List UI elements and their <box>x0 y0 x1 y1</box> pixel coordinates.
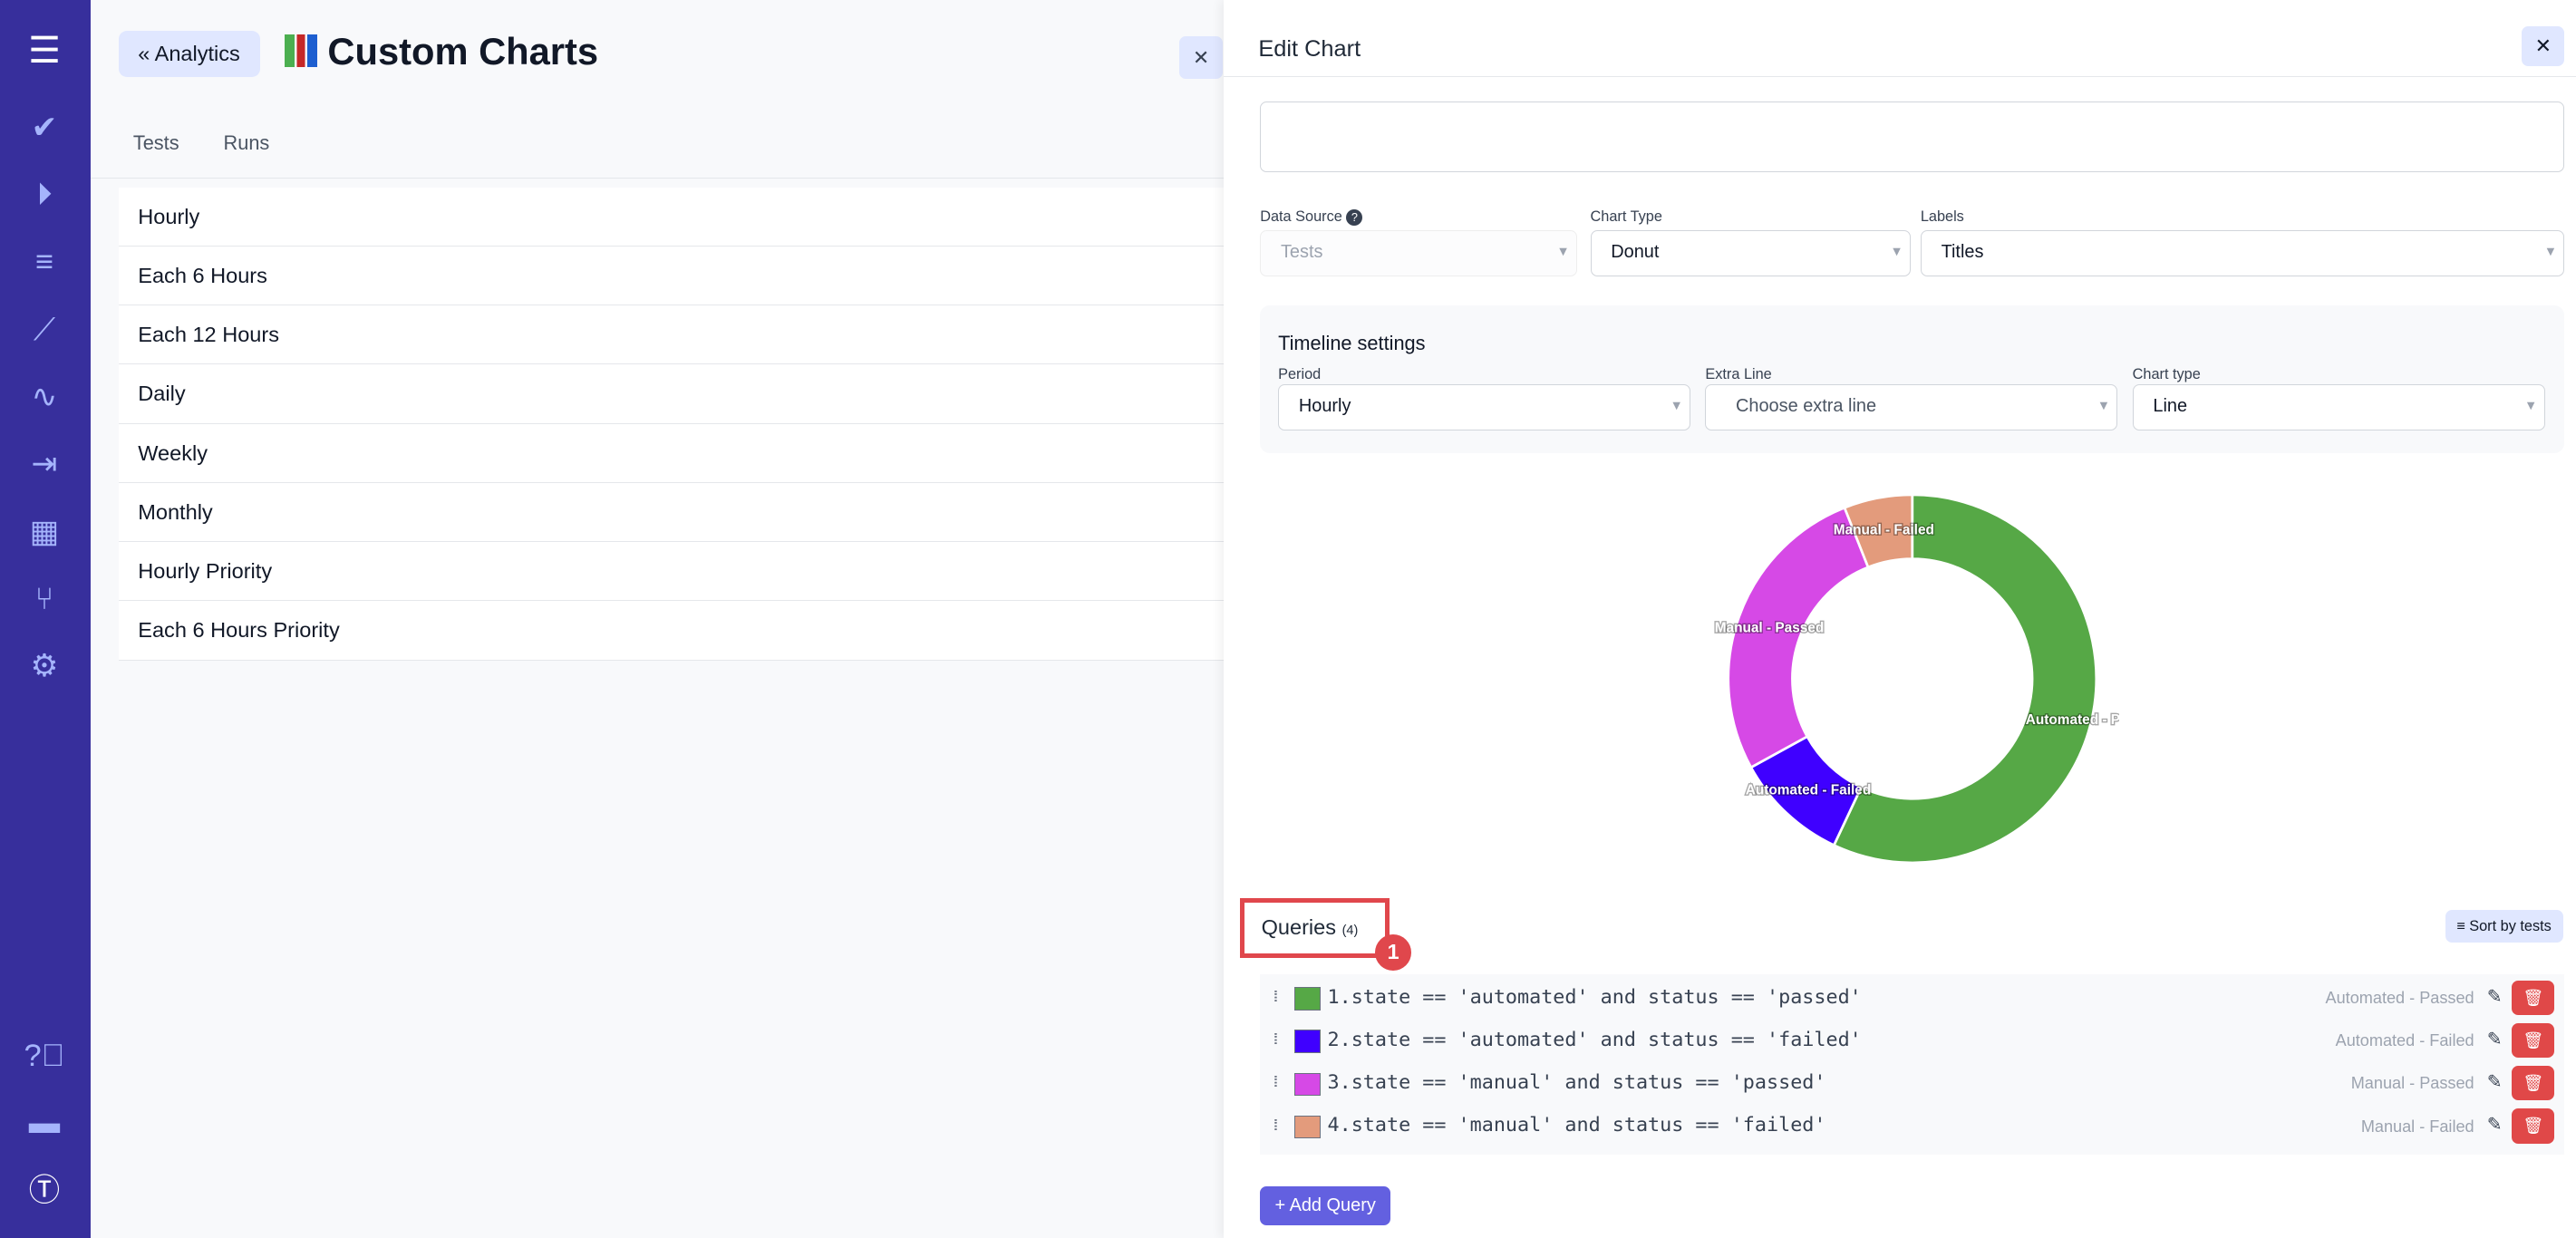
edit-icon[interactable]: ✎ <box>2486 986 2503 1007</box>
divider <box>90 177 1225 179</box>
queries-heading: Queries (4) <box>1240 898 1390 958</box>
edit-chart-panel: Edit Chart ✕ Data Source ? Tests ▼ Chart T… <box>1224 0 2576 1238</box>
list-check-icon[interactable]: ≡ <box>34 245 53 280</box>
timeline-settings: Timeline settings Period Hourly ▼ Extra L… <box>1260 305 2565 454</box>
period-label: Period <box>1278 366 1322 383</box>
list-item[interactable]: Weekly <box>118 423 1225 483</box>
query-list: ⁞⁞ 1.state == 'automated' and status == '… <box>1260 973 2565 1156</box>
slice-label: Automated - Passed <box>2026 711 2119 727</box>
menu-icon[interactable]: ☰ <box>28 30 61 71</box>
charts-list-page: « Analytics Custom Charts Tests Runs Hour… <box>90 0 1225 1238</box>
query-row[interactable]: ⁞⁞ 4.state == 'manual' and status == 'fai… <box>1260 1106 2564 1148</box>
period-select[interactable]: Hourly ▼ <box>1278 384 1691 430</box>
add-query-button[interactable]: + Add Query <box>1260 1185 1391 1226</box>
analytics-icon[interactable]: ▦ <box>29 514 60 549</box>
labels-select[interactable]: Titles ▼ <box>1920 229 2565 276</box>
edit-icon[interactable]: ✎ <box>2486 1114 2503 1135</box>
double-chevron-left-icon: « <box>138 42 150 66</box>
edit-icon[interactable]: ✎ <box>2486 1029 2503 1049</box>
query-row[interactable]: ⁞⁞ 3.state == 'manual' and status == 'pas… <box>1260 1063 2564 1106</box>
drag-handle-icon[interactable]: ⁞⁞ <box>1273 989 1278 1006</box>
donut-slice[interactable] <box>1727 506 1870 769</box>
bar-chart-icon <box>284 34 317 68</box>
extra-line-label: Extra Line <box>1705 366 1772 383</box>
edit-icon[interactable]: ✎ <box>2486 1071 2503 1092</box>
timeline-chart-type-select[interactable]: Line ▼ <box>2132 384 2545 430</box>
donut-slice[interactable] <box>1832 493 2098 864</box>
drag-handle-icon[interactable]: ⁞⁞ <box>1273 1074 1278 1091</box>
folder-icon[interactable]: ▬ <box>28 1106 61 1141</box>
chart-type-label: Chart Type <box>1590 208 1662 226</box>
list-item[interactable]: Hourly Priority <box>118 542 1225 602</box>
query-row[interactable]: ⁞⁞ 1.state == 'automated' and status == '… <box>1260 977 2564 1020</box>
color-swatch[interactable] <box>1294 1115 1322 1139</box>
drag-handle-icon[interactable]: ⁞⁞ <box>1273 1117 1278 1134</box>
play-icon[interactable]: ⏵ <box>36 178 53 213</box>
close-icon[interactable]: ✕ <box>1179 35 1223 79</box>
help-icon[interactable]: ?⃝ <box>24 1038 65 1073</box>
check-icon[interactable]: ✔ <box>31 110 58 145</box>
delete-button[interactable]: 🗑 <box>2512 1023 2555 1059</box>
close-panel-button[interactable]: ✕ <box>2522 26 2565 66</box>
sort-by-tests-button[interactable]: ≡ Sort by tests <box>2445 910 2563 943</box>
description-textarea[interactable] <box>1260 102 2565 173</box>
query-row[interactable]: ⁞⁞ 2.state == 'automated' and status == '… <box>1260 1020 2564 1063</box>
list-item[interactable]: Each 6 Hours Priority <box>118 601 1225 661</box>
import-icon[interactable]: ⇥ <box>31 447 58 482</box>
delete-button[interactable]: 🗑 <box>2512 981 2555 1016</box>
branch-icon[interactable]: ⑂ <box>34 582 54 616</box>
drag-handle-icon[interactable]: ⁞⁞ <box>1273 1031 1278 1049</box>
logo-icon[interactable]: Ⓣ <box>28 1173 61 1208</box>
slice-label: Manual - Passed <box>1715 620 1825 635</box>
data-source-label: Data Source ? <box>1260 208 1363 227</box>
steps-icon[interactable]: ⟋ <box>33 312 55 347</box>
chart-type-select[interactable]: Donut ▼ <box>1590 229 1911 276</box>
annotation-badge: 1 <box>1375 934 1411 972</box>
list-item[interactable]: Daily <box>118 364 1225 424</box>
delete-button[interactable]: 🗑 <box>2512 1066 2555 1101</box>
timeline-chart-type-label: Chart type <box>2132 366 2201 383</box>
labels-label: Labels <box>1920 208 1964 226</box>
tab-tests[interactable]: Tests <box>132 131 179 154</box>
list-item[interactable]: Each 6 Hours <box>118 246 1225 306</box>
list-item[interactable]: Hourly <box>118 187 1225 247</box>
slice-label: Manual - Failed <box>1834 522 1934 537</box>
gear-icon[interactable]: ⚙ <box>30 649 59 684</box>
help-icon[interactable]: ? <box>1346 209 1363 227</box>
slice-label: Automated - Failed <box>1746 782 1872 798</box>
sort-icon: ≡ <box>2456 918 2465 935</box>
list-item[interactable]: Monthly <box>118 482 1225 543</box>
chart-list: Hourly Each 6 Hours Each 12 Hours Daily … <box>118 187 1225 661</box>
list-item[interactable]: Each 12 Hours <box>118 305 1225 365</box>
pulse-icon[interactable]: ∿ <box>31 380 58 415</box>
extra-line-select[interactable]: Choose extra line ▼ <box>1705 384 2118 430</box>
color-swatch[interactable] <box>1294 1072 1322 1096</box>
back-analytics-button[interactable]: « Analytics <box>118 31 260 78</box>
data-source-select[interactable]: Tests ▼ <box>1260 229 1577 276</box>
delete-button[interactable]: 🗑 <box>2512 1108 2555 1144</box>
donut-slice[interactable] <box>1843 493 1914 569</box>
timeline-title: Timeline settings <box>1278 332 1426 355</box>
page-title: Custom Charts <box>284 30 598 73</box>
color-swatch[interactable] <box>1294 987 1322 1011</box>
tab-runs[interactable]: Runs <box>223 131 270 154</box>
panel-title: Edit Chart <box>1258 35 1361 62</box>
donut-chart: Automated - Passed Automated - Failed Manu… <box>1713 493 2119 864</box>
color-swatch[interactable] <box>1294 1030 1322 1053</box>
sidebar: ☰ ✔ ⏵ ≡ ⟋ ∿ ⇥ ▦ ⑂ ⚙ ?⃝ ▬ Ⓣ <box>0 0 91 1238</box>
